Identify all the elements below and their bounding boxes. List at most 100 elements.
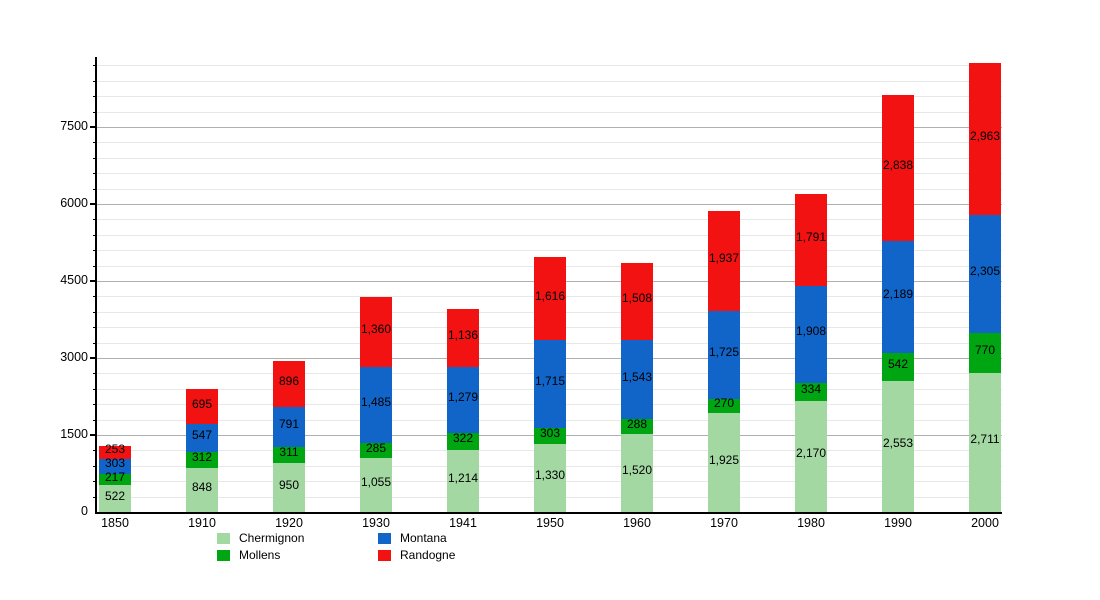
bar-value-label: 1,791 — [795, 229, 827, 244]
bar-value-label: 522 — [104, 488, 126, 503]
bar-value-label: 1,543 — [621, 369, 653, 384]
y-major-tick — [90, 434, 97, 436]
minor-gridline — [97, 157, 1002, 159]
x-axis-tick-label: 1941 — [449, 516, 477, 530]
bar-value-label: 2,711 — [970, 432, 1000, 447]
y-major-tick — [90, 203, 97, 205]
bar-value-label: 270 — [713, 396, 735, 411]
bar-segment-mollens-2000 — [969, 333, 1001, 373]
bar-segment-mollens-1920 — [273, 447, 305, 464]
x-axis-line — [95, 512, 1002, 514]
bar-value-label: 1,725 — [708, 345, 740, 360]
x-axis-tick-label: 1910 — [188, 516, 216, 530]
bar-value-label: 303 — [104, 456, 126, 471]
bar-segment-randogne-2000 — [969, 62, 1001, 215]
y-major-tick — [90, 280, 97, 282]
minor-gridline — [97, 188, 1002, 190]
x-axis-tick-label: 2000 — [971, 516, 999, 530]
bar-value-label: 303 — [539, 425, 561, 440]
bar-value-label: 2,553 — [882, 436, 914, 451]
legend-swatch-randogne — [378, 550, 391, 561]
y-axis-line — [95, 57, 97, 514]
bar-segment-montana-1960 — [621, 339, 653, 420]
bar-segment-mollens-1950 — [534, 428, 566, 444]
bar-value-label: 1,136 — [447, 328, 479, 343]
bar-value-label: 1,925 — [708, 452, 740, 467]
x-axis-tick-label: 1990 — [884, 516, 912, 530]
bar-segment-mollens-1960 — [621, 419, 653, 434]
bar-segment-mollens-1970 — [708, 399, 740, 414]
bar-value-label: 1,508 — [621, 291, 653, 306]
bar-segment-chermignon-1850 — [99, 485, 131, 512]
minor-gridline — [97, 250, 1002, 252]
bar-segment-randogne-1980 — [795, 193, 827, 286]
y-major-tick — [90, 357, 97, 359]
minor-gridline — [97, 111, 1002, 113]
bar-value-label: 1,485 — [360, 395, 392, 410]
legend-swatch-chermignon — [217, 533, 230, 544]
bar-segment-mollens-1990 — [882, 353, 914, 381]
bar-value-label: 285 — [365, 440, 387, 455]
bar-segment-chermignon-1910 — [186, 468, 218, 512]
legend-label-mollens: Mollens — [239, 548, 281, 562]
bar-value-label: 848 — [191, 480, 213, 495]
bar-value-label: 1,616 — [534, 288, 566, 303]
bar-value-label: 2,189 — [882, 286, 914, 301]
bar-segment-chermignon-1930 — [360, 457, 392, 512]
bar-value-label: 2,963 — [969, 128, 1001, 143]
x-axis-tick-label: 1970 — [710, 516, 738, 530]
bar-segment-mollens-1910 — [186, 452, 218, 469]
x-axis-tick-label: 1920 — [275, 516, 303, 530]
x-axis-tick-label: 1960 — [623, 516, 651, 530]
bar-segment-montana-1850 — [99, 458, 131, 475]
bar-segment-randogne-1960 — [621, 262, 653, 340]
bar-segment-chermignon-1920 — [273, 463, 305, 512]
minor-gridline — [97, 65, 1002, 67]
minor-gridline — [97, 173, 1002, 175]
bar-segment-randogne-1950 — [534, 257, 566, 341]
bar-segment-montana-1941 — [447, 367, 479, 434]
bar-segment-chermignon-1990 — [882, 380, 914, 512]
minor-gridline — [97, 234, 1002, 236]
bar-value-label: 311 — [279, 445, 299, 460]
minor-gridline — [97, 80, 1002, 82]
minor-gridline — [97, 142, 1002, 144]
bar-value-label: 791 — [278, 416, 300, 431]
x-axis-tick-label: 1950 — [536, 516, 564, 530]
bar-segment-chermignon-1960 — [621, 433, 653, 512]
bar-value-label: 2,305 — [969, 264, 1001, 279]
bar-value-label: 547 — [191, 428, 213, 443]
y-axis-tick-label: 1500 — [60, 427, 88, 441]
bar-segment-chermignon-2000 — [969, 372, 1001, 512]
bar-segment-mollens-1850 — [99, 474, 131, 486]
bar-segment-chermignon-1980 — [795, 400, 827, 512]
minor-gridline — [97, 219, 1002, 221]
bar-segment-randogne-1910 — [186, 388, 218, 425]
y-major-tick — [90, 126, 97, 128]
major-gridline — [97, 204, 1002, 205]
bar-value-label: 896 — [278, 373, 300, 388]
bar-segment-montana-1980 — [795, 285, 827, 384]
x-axis-tick-label: 1980 — [797, 516, 825, 530]
bar-value-label: 1,214 — [447, 470, 479, 485]
bar-value-label: 1,360 — [360, 322, 392, 337]
bar-value-label: 312 — [191, 450, 213, 465]
bar-segment-montana-1970 — [708, 310, 740, 400]
bar-segment-montana-1990 — [882, 240, 914, 354]
bar-segment-mollens-1930 — [360, 443, 392, 458]
bar-value-label: 253 — [104, 442, 126, 457]
bar-value-label: 322 — [452, 431, 474, 446]
bar-value-label: 334 — [800, 382, 822, 397]
bar-value-label: 950 — [278, 477, 300, 492]
bar-segment-randogne-1941 — [447, 309, 479, 368]
bar-segment-montana-2000 — [969, 214, 1001, 334]
bar-segment-mollens-1980 — [795, 383, 827, 401]
bar-value-label: 288 — [626, 416, 648, 431]
bar-value-label: 1,279 — [447, 390, 479, 405]
x-axis-tick-label: 1930 — [362, 516, 390, 530]
bar-value-label: 1,937 — [708, 251, 740, 266]
legend-swatch-montana — [378, 533, 391, 544]
bar-value-label: 2,838 — [882, 157, 914, 172]
bar-segment-chermignon-1941 — [447, 449, 479, 512]
